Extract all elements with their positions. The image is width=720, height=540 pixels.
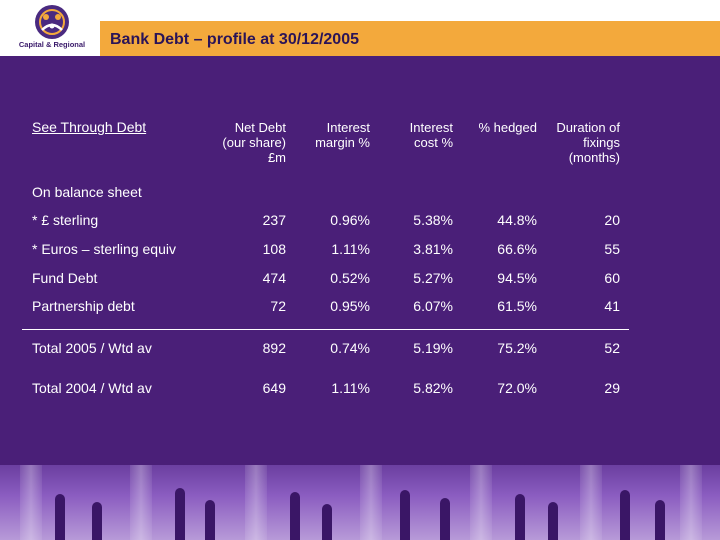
cell-net-debt: 108 bbox=[262, 241, 286, 257]
cell-hedged: 75.2% bbox=[497, 340, 537, 356]
pedestrian-figure bbox=[175, 488, 185, 540]
pedestrian-figure bbox=[620, 490, 630, 540]
decorative-column bbox=[20, 465, 42, 540]
column-header-interest-cost-text: Interest cost % bbox=[409, 120, 453, 150]
section-label: See Through Debt bbox=[32, 119, 147, 135]
cell-net-debt: 474 bbox=[262, 270, 286, 286]
cell-hedged: 61.5% bbox=[497, 298, 537, 314]
company-logo: Capital & Regional bbox=[6, 2, 98, 54]
column-header-hedged-text: % hedged bbox=[478, 120, 537, 135]
column-header-net-debt: Net Debt (our share) £m bbox=[196, 120, 286, 165]
cell-duration: 41 bbox=[604, 298, 620, 314]
cell-duration: 29 bbox=[604, 380, 620, 396]
logo-emblem-icon bbox=[35, 5, 69, 39]
column-header-net-debt-text: Net Debt (our share) £m bbox=[222, 120, 286, 165]
cell-hedged: 72.0% bbox=[497, 380, 537, 396]
pedestrian-figure bbox=[92, 502, 102, 540]
column-header-duration-text: Duration of fixings (months) bbox=[556, 120, 620, 165]
title-bar-top bbox=[100, 0, 720, 21]
title-bar bbox=[100, 21, 720, 56]
row-label: Partnership debt bbox=[32, 298, 135, 314]
cell-hedged: 44.8% bbox=[497, 212, 537, 228]
cell-interest-margin: 1.11% bbox=[331, 241, 370, 257]
cell-hedged: 66.6% bbox=[497, 241, 537, 257]
cell-hedged: 94.5% bbox=[497, 270, 537, 286]
column-header-interest-margin: Interest margin % bbox=[280, 120, 370, 150]
header: Capital & Regional Bank Debt – profile a… bbox=[0, 0, 720, 56]
column-header-interest-cost: Interest cost % bbox=[363, 120, 453, 150]
cell-net-debt: 649 bbox=[262, 380, 286, 396]
footer-photo-strip bbox=[0, 465, 720, 540]
logo-text: Capital & Regional bbox=[18, 40, 86, 49]
cell-duration: 20 bbox=[604, 212, 620, 228]
cell-interest-margin: 1.11% bbox=[331, 380, 370, 396]
decorative-column bbox=[130, 465, 152, 540]
cell-interest-cost: 5.19% bbox=[413, 340, 453, 356]
pedestrian-figure bbox=[655, 500, 665, 540]
row-label: * Euros – sterling equiv bbox=[32, 241, 176, 257]
decorative-column bbox=[245, 465, 267, 540]
row-label: * £ sterling bbox=[32, 212, 99, 228]
cell-duration: 55 bbox=[604, 241, 620, 257]
row-label: Total 2005 / Wtd av bbox=[32, 340, 152, 356]
row-label: Fund Debt bbox=[32, 270, 98, 286]
cell-interest-cost: 5.38% bbox=[413, 212, 453, 228]
decorative-column bbox=[470, 465, 492, 540]
cell-interest-cost: 3.81% bbox=[413, 241, 453, 257]
pedestrian-figure bbox=[515, 494, 525, 540]
pedestrian-figure bbox=[55, 494, 65, 540]
page-title: Bank Debt – profile at 30/12/2005 bbox=[110, 31, 359, 48]
cell-net-debt: 72 bbox=[270, 298, 286, 314]
decorative-column bbox=[580, 465, 602, 540]
cell-interest-cost: 5.27% bbox=[413, 270, 453, 286]
cell-net-debt: 237 bbox=[262, 212, 286, 228]
cell-interest-cost: 6.07% bbox=[413, 298, 453, 314]
cell-duration: 52 bbox=[604, 340, 620, 356]
pedestrian-figure bbox=[440, 498, 450, 540]
column-header-interest-margin-text: Interest margin % bbox=[315, 120, 370, 150]
cell-net-debt: 892 bbox=[262, 340, 286, 356]
table-divider bbox=[22, 329, 629, 330]
column-header-duration: Duration of fixings (months) bbox=[520, 120, 620, 165]
pedestrian-figure bbox=[548, 502, 558, 540]
pedestrian-figure bbox=[400, 490, 410, 540]
subheading: On balance sheet bbox=[32, 184, 142, 200]
cell-interest-margin: 0.96% bbox=[330, 212, 370, 228]
decorative-column bbox=[360, 465, 382, 540]
row-label: Total 2004 / Wtd av bbox=[32, 380, 152, 396]
cell-interest-margin: 0.74% bbox=[330, 340, 370, 356]
column-header-hedged: % hedged bbox=[447, 120, 537, 135]
cell-interest-margin: 0.52% bbox=[330, 270, 370, 286]
cell-interest-margin: 0.95% bbox=[330, 298, 370, 314]
cell-duration: 60 bbox=[604, 270, 620, 286]
cell-interest-cost: 5.82% bbox=[413, 380, 453, 396]
pedestrian-figure bbox=[205, 500, 215, 540]
pedestrian-figure bbox=[290, 492, 300, 540]
pedestrian-figure bbox=[322, 504, 332, 540]
decorative-column bbox=[680, 465, 702, 540]
